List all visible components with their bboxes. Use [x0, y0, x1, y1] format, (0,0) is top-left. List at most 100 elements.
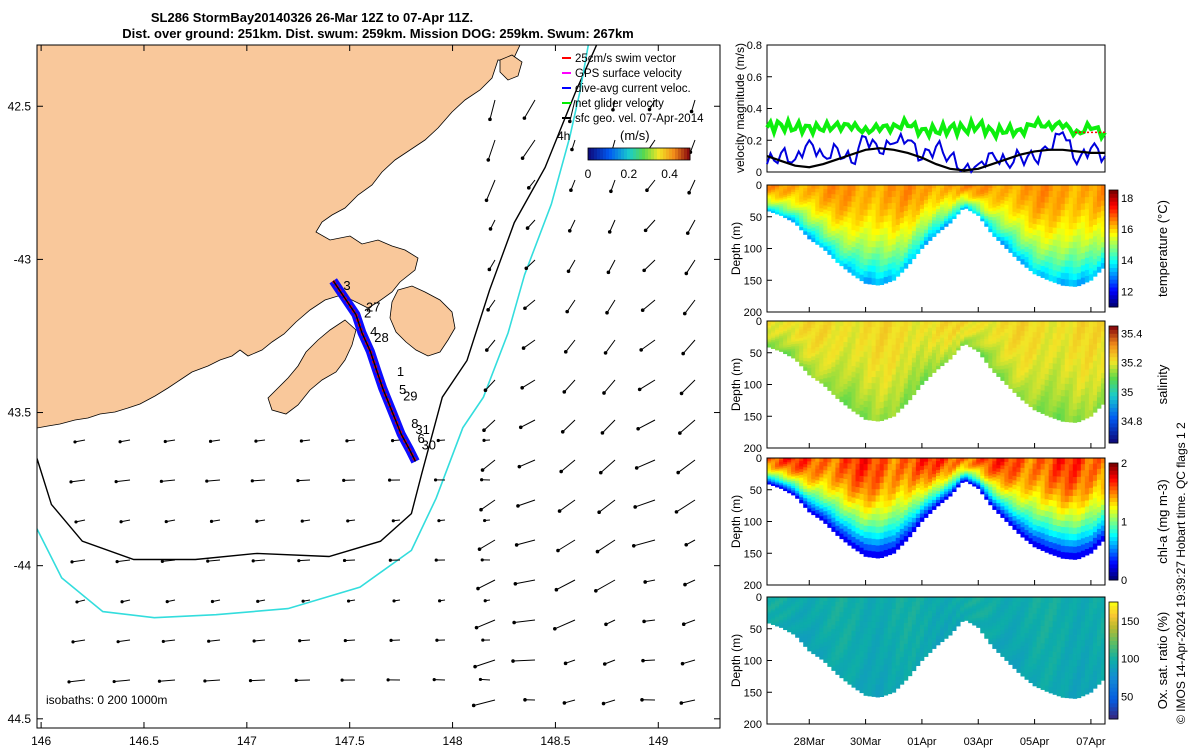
- section-3-cell-2-8: [775, 611, 780, 614]
- section-0-cbar-cell-15: [1109, 248, 1118, 253]
- section-1-cell-50-6: [968, 330, 973, 333]
- section-1-cell-59-13: [1004, 372, 1009, 377]
- section-0-cell-46-15: [952, 216, 957, 219]
- section-1-cell-62-11: [1016, 372, 1021, 379]
- section-2-cell-72-15: [1056, 550, 1062, 558]
- section-0-cell-9-2: [803, 191, 808, 195]
- section-0-cell-28-4: [879, 209, 885, 217]
- section-0-cell-7-11: [795, 212, 800, 216]
- section-0-cell-76-11: [1072, 254, 1078, 262]
- section-2-cell-83-6: [1100, 489, 1106, 495]
- section-2-cell-3-15: [779, 486, 784, 489]
- section-2-cell-22-4: [855, 481, 860, 488]
- section-2-cell-62-14: [1016, 524, 1021, 530]
- section-0-cell-32-14: [895, 264, 901, 271]
- section-1-cell-20-10: [847, 375, 852, 382]
- section-0-cell-48-12: [960, 203, 965, 206]
- section-1-cell-37-5: [915, 342, 921, 348]
- section-2-cell-16-6: [831, 485, 836, 491]
- section-2-cell-66-6: [1032, 491, 1037, 498]
- section-1-cbar-cell-18: [1109, 396, 1118, 401]
- section-1-cell-32-2: [895, 332, 901, 339]
- section-2-cell-69-11: [1044, 522, 1050, 530]
- section-1-cell-48-4: [960, 327, 965, 330]
- section-0-cell-39-0: [923, 185, 929, 190]
- section-2-y-label: Depth (m): [729, 495, 743, 548]
- section-1-cell-48-0: [960, 321, 965, 323]
- section-1-cell-56-10: [992, 353, 997, 357]
- section-0-cell-65-0: [1028, 185, 1033, 191]
- section-0-cell-80-0: [1088, 185, 1094, 192]
- section-1-cell-76-13: [1072, 403, 1078, 411]
- section-1-cell-70-11: [1048, 386, 1054, 394]
- section-0-cell-23-13: [859, 262, 864, 270]
- section-2-cell-59-8: [1004, 489, 1009, 495]
- section-0-cell-61-7: [1012, 216, 1017, 222]
- section-0-cell-25-6: [867, 222, 873, 229]
- section-1-cell-9-4: [803, 333, 808, 337]
- section-2-cell-39-12: [923, 502, 929, 507]
- section-1-cell-11-8: [811, 349, 816, 354]
- section-2-cell-35-8: [907, 497, 913, 503]
- velocity-arrow-head-71: [684, 542, 689, 547]
- velocity-arrow-head-3: [611, 107, 615, 112]
- section-0-cell-49-3: [964, 189, 969, 192]
- section-1-cell-0-11: [767, 338, 772, 341]
- section-0-cell-69-12: [1044, 255, 1050, 263]
- section-3-cell-19-13: [843, 665, 848, 671]
- velocity-y-tick-label-0: 0: [756, 167, 762, 179]
- section-2-cell-62-5: [1016, 481, 1021, 487]
- section-0-cell-13-3: [819, 196, 824, 201]
- section-0-cell-34-14: [903, 257, 909, 264]
- section-2-cell-2-14: [775, 483, 780, 486]
- velocity-arrow-158: [159, 679, 176, 682]
- section-1-cell-78-7: [1080, 364, 1086, 371]
- section-2-cell-22-7: [855, 498, 860, 505]
- section-1-cell-56-7: [992, 343, 997, 348]
- section-1-cell-32-6: [895, 355, 901, 362]
- section-1-cell-25-8: [867, 370, 873, 378]
- section-2-cell-15-5: [827, 479, 832, 485]
- section-0-cell-13-5: [819, 204, 824, 209]
- section-2-cell-61-10: [1012, 502, 1017, 508]
- section-3-cell-15-0: [827, 597, 832, 602]
- section-2-cell-40-12: [927, 499, 933, 504]
- section-1-cell-15-12: [827, 373, 832, 378]
- section-2-cell-7-14: [795, 493, 800, 497]
- section-0-cell-23-11: [859, 250, 864, 258]
- section-2-cell-26-15: [871, 551, 877, 558]
- section-2-cell-11-5: [811, 475, 816, 480]
- section-2-cell-77-12: [1076, 533, 1082, 541]
- section-2-cell-59-11: [1004, 501, 1009, 507]
- section-0-cell-64-13: [1024, 251, 1029, 258]
- section-3-cell-7-1: [795, 599, 800, 603]
- section-3-cell-15-13: [827, 653, 832, 659]
- section-0-cell-30-11: [887, 251, 893, 258]
- section-0-cell-10-12: [807, 225, 812, 230]
- section-0-cell-70-4: [1048, 208, 1054, 216]
- section-0-cell-60-11: [1008, 231, 1013, 237]
- velocity-arrow-16: [646, 179, 656, 191]
- section-1-cell-71-9: [1052, 375, 1058, 383]
- section-2-cell-0-6: [767, 467, 772, 470]
- section-3-cell-0-14: [767, 619, 772, 622]
- section-2-cell-56-9: [992, 486, 997, 491]
- section-2-cell-71-9: [1052, 512, 1058, 520]
- map-colorbar-cell-23: [657, 148, 661, 160]
- section-1-cell-81-2: [1092, 332, 1098, 339]
- section-0-cell-37-8: [915, 219, 921, 224]
- section-0-cell-58-7: [1000, 211, 1005, 216]
- section-3-cell-13-1: [819, 600, 824, 606]
- section-0-cell-1-12: [771, 205, 776, 208]
- section-0-cell-30-8: [887, 233, 893, 240]
- section-2-cell-36-7: [911, 490, 917, 496]
- section-0-cell-80-5: [1088, 214, 1094, 222]
- section-2-cell-22-9: [855, 510, 860, 517]
- velocity-arrow-90: [473, 699, 496, 706]
- section-1-cell-17-7: [835, 354, 840, 361]
- section-0-cell-15-14: [827, 245, 832, 251]
- section-1-cell-26-8: [871, 370, 877, 378]
- section-2-cell-52-6: [976, 469, 981, 472]
- section-0-cell-50-8: [968, 197, 973, 200]
